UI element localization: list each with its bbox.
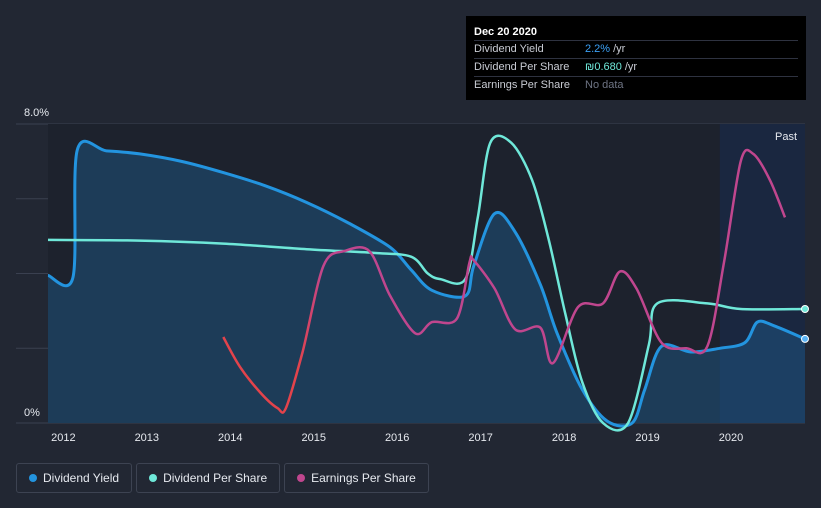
dividend-per-share-end-marker [801,305,809,314]
hover-tooltip: Dec 20 2020 Dividend Yield 2.2% /yr Divi… [466,16,806,100]
tooltip-value: 2.2% [585,43,611,55]
legend-dividend-yield[interactable]: Dividend Yield [16,463,133,493]
legend-label: Dividend Per Share [163,471,268,485]
tooltip-date: Dec 20 2020 [474,26,537,38]
tooltip-unit: /yr [613,43,626,55]
end-markers [801,305,809,343]
tooltip-label: Dividend Yield [474,43,544,55]
past-region-band [719,124,805,423]
legend-label: Dividend Yield [43,471,120,485]
x-axis-ticks: 2012 2013 2014 2015 2016 2017 2018 2019 2020 [51,432,743,444]
tooltip-label: Earnings Per Share [474,79,570,91]
yield-area-fill [48,141,805,427]
series-lines [47,134,806,432]
legend-label: Earnings Per Share [311,471,416,485]
dividend-per-share-line [47,134,806,432]
legend-earnings-per-share[interactable]: Earnings Per Share [284,463,429,493]
earnings-per-share-line [222,148,787,414]
legend-dot-icon [297,474,306,482]
tooltip-row-dividend-per-share: Dividend Per Share ₪0.680 /yr [474,58,798,76]
x-tick-label: 2016 [385,432,409,444]
legend-dot-icon [29,474,37,482]
x-tick-label: 2015 [301,432,325,444]
tooltip-value: No data [585,79,624,91]
tooltip-row-dividend-yield: Dividend Yield 2.2% /yr [474,40,798,58]
x-tick-label: 2019 [635,432,659,444]
x-tick-label: 2014 [218,432,242,444]
x-tick-label: 2013 [135,432,159,444]
legend-dot-icon [149,474,158,482]
tooltip-label: Dividend Per Share [474,61,570,73]
x-tick-label: 2020 [719,432,743,444]
y-tick-bottom: 0% [24,407,40,419]
dividend-yield-area [48,141,805,427]
x-tick-label: 2012 [51,432,75,444]
tooltip-row-earnings-per-share: Earnings Per Share No data [474,76,798,94]
x-tick-label: 2017 [468,432,492,444]
y-tick-top: 8.0% [24,107,49,119]
dividend-yield-line [47,139,806,428]
tooltip-unit: /yr [624,61,638,73]
tooltip-value: ₪0.680 [585,61,622,73]
x-tick-label: 2018 [552,432,576,444]
dividend-yield-end-marker [801,334,809,343]
past-label: Past [775,131,797,143]
legend-dividend-per-share[interactable]: Dividend Per Share [136,463,281,493]
legend: Dividend Yield Dividend Per Share Earnin… [16,463,429,493]
